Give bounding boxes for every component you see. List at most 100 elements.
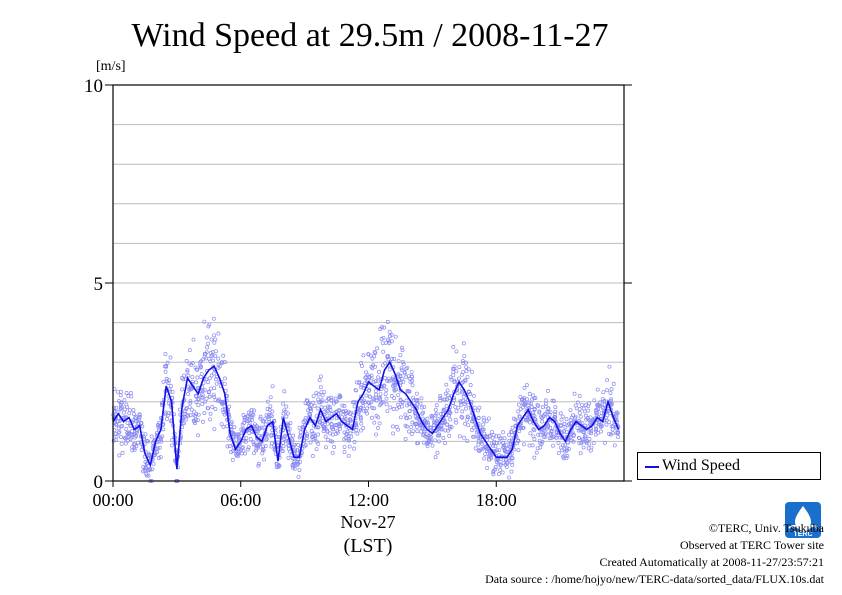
data-point <box>347 444 352 449</box>
data-point <box>282 389 287 394</box>
data-point <box>565 454 570 459</box>
data-point <box>364 393 369 398</box>
data-point <box>241 427 246 431</box>
data-point <box>296 474 301 479</box>
data-point <box>359 421 364 426</box>
data-point <box>502 443 506 448</box>
data-point <box>316 392 321 397</box>
data-point <box>343 417 348 422</box>
data-point <box>276 464 281 469</box>
data-point <box>342 449 347 454</box>
data-point <box>143 460 148 464</box>
data-point <box>111 405 116 410</box>
data-point <box>422 429 427 434</box>
data-point <box>407 409 412 414</box>
data-point <box>393 334 398 339</box>
data-point <box>236 432 241 437</box>
data-point <box>438 394 443 398</box>
data-point <box>194 400 199 404</box>
data-point <box>315 406 320 411</box>
data-point <box>577 410 582 415</box>
data-point <box>198 360 203 365</box>
data-point <box>461 341 466 346</box>
data-point <box>336 408 341 413</box>
data-point <box>373 364 378 369</box>
data-point <box>391 424 395 429</box>
data-point <box>453 417 458 422</box>
data-point <box>184 358 189 363</box>
data-point <box>389 394 394 399</box>
data-point <box>239 431 244 436</box>
data-point <box>543 404 548 409</box>
data-point <box>396 402 401 407</box>
data-point <box>476 448 481 453</box>
data-point <box>270 384 275 389</box>
data-point <box>509 469 514 474</box>
data-point <box>291 433 296 438</box>
data-point <box>114 405 119 410</box>
data-point <box>210 404 215 409</box>
data-point <box>442 418 447 423</box>
data-point <box>317 378 322 383</box>
data-point <box>571 439 576 444</box>
data-point <box>394 424 399 429</box>
data-point <box>190 379 195 384</box>
data-point <box>443 391 448 396</box>
data-point <box>130 448 135 453</box>
data-point <box>131 432 136 437</box>
data-point <box>576 435 581 440</box>
data-point <box>163 412 168 417</box>
data-point <box>398 398 403 403</box>
data-point <box>124 402 129 407</box>
data-point <box>312 403 317 408</box>
data-point <box>522 402 527 407</box>
data-point <box>225 444 230 449</box>
data-point <box>263 422 268 427</box>
data-point <box>468 383 473 387</box>
data-point <box>208 350 213 355</box>
data-point <box>516 448 521 453</box>
data-point <box>195 375 200 380</box>
data-point <box>473 446 478 451</box>
data-point <box>411 429 416 434</box>
data-point <box>251 440 256 445</box>
data-point <box>213 337 218 342</box>
data-point <box>521 425 526 430</box>
data-point <box>479 439 484 444</box>
data-point <box>135 418 140 423</box>
data-point <box>568 408 573 413</box>
data-point <box>265 399 270 404</box>
data-point <box>141 465 146 470</box>
data-point <box>538 441 543 446</box>
data-point <box>443 428 448 433</box>
data-point <box>605 388 610 393</box>
data-point <box>400 345 404 350</box>
data-point <box>459 400 463 405</box>
data-point <box>426 420 430 425</box>
data-point <box>457 376 461 381</box>
data-point <box>206 324 211 329</box>
data-point <box>496 472 501 476</box>
x-tick-label: 00:00 <box>92 490 133 510</box>
data-point <box>232 425 237 430</box>
data-point <box>485 465 490 470</box>
data-point <box>189 407 194 412</box>
data-point <box>534 450 539 455</box>
data-point <box>490 435 495 440</box>
data-point <box>472 434 477 439</box>
footer-copyright: ©TERC, Univ. Tsukuba <box>708 521 824 535</box>
data-point <box>205 406 210 411</box>
data-point <box>409 431 414 436</box>
data-point <box>337 393 342 398</box>
data-point <box>212 340 217 345</box>
data-point <box>320 422 325 426</box>
data-point <box>407 389 411 394</box>
data-point <box>148 467 153 472</box>
data-point <box>414 421 419 426</box>
data-point <box>292 466 297 471</box>
data-point <box>566 447 571 451</box>
data-point <box>359 385 364 390</box>
data-point <box>464 360 468 365</box>
data-point <box>151 461 156 466</box>
data-point <box>208 411 213 416</box>
